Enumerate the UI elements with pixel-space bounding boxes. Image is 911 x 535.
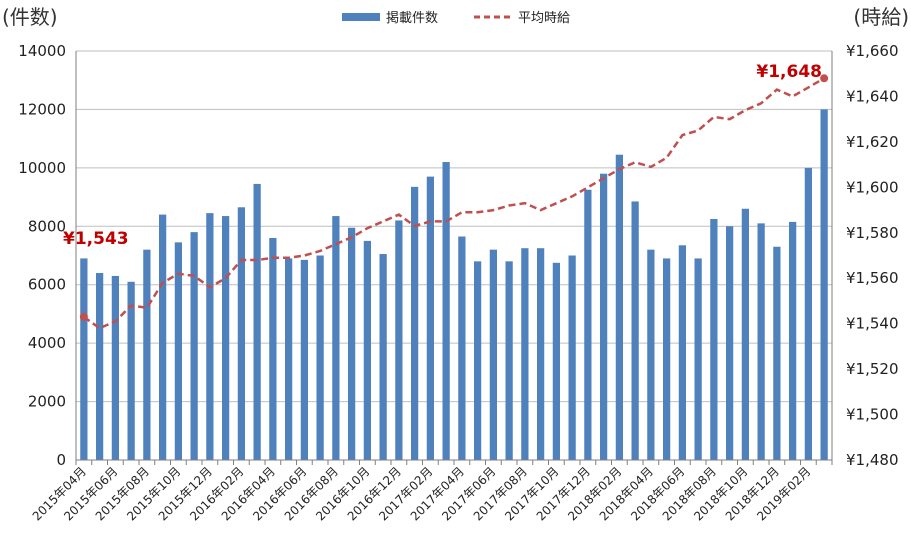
left-axis-unit: (件数) bbox=[2, 5, 58, 29]
bar bbox=[773, 246, 781, 460]
bar bbox=[615, 154, 623, 461]
bar bbox=[127, 281, 135, 460]
legend: 掲載件数 平均時給 bbox=[342, 10, 570, 26]
bar bbox=[379, 254, 387, 460]
bar bbox=[206, 213, 214, 460]
bar bbox=[521, 248, 529, 460]
left-tick-label: 12000 bbox=[18, 100, 66, 118]
left-tick-label: 6000 bbox=[28, 276, 66, 294]
bar bbox=[474, 261, 482, 460]
bar bbox=[442, 162, 450, 460]
bar bbox=[269, 237, 277, 460]
bar bbox=[804, 167, 812, 460]
bar bbox=[678, 245, 686, 460]
annotation-label-start: ¥1,543 bbox=[63, 229, 129, 249]
left-tick-label: 0 bbox=[56, 451, 66, 469]
bar bbox=[80, 258, 88, 460]
bar bbox=[710, 218, 718, 460]
bar bbox=[726, 226, 734, 460]
bar bbox=[237, 207, 245, 460]
bar bbox=[174, 242, 182, 460]
right-tick-label: ¥1,560 bbox=[846, 269, 899, 287]
bar bbox=[96, 273, 104, 460]
right-tick-label: ¥1,620 bbox=[846, 133, 899, 151]
bar bbox=[222, 216, 230, 460]
bar bbox=[505, 261, 513, 460]
bar bbox=[253, 183, 261, 461]
bar bbox=[395, 220, 403, 460]
bar bbox=[458, 236, 466, 460]
bar bbox=[663, 258, 671, 460]
legend-line-label: 平均時給 bbox=[518, 11, 570, 26]
left-tick-label: 8000 bbox=[28, 217, 66, 235]
right-tick-label: ¥1,600 bbox=[846, 178, 899, 196]
bar bbox=[111, 275, 119, 460]
left-tick-label: 14000 bbox=[18, 42, 66, 60]
bar bbox=[631, 201, 639, 461]
bar bbox=[411, 186, 419, 460]
bar bbox=[363, 240, 371, 460]
annotation-marker-start bbox=[79, 312, 88, 321]
right-tick-label: ¥1,660 bbox=[846, 42, 899, 60]
right-tick-label: ¥1,580 bbox=[846, 224, 899, 242]
bar bbox=[300, 259, 308, 460]
annotation-marker-end bbox=[820, 74, 829, 83]
bar bbox=[757, 223, 765, 460]
left-tick-label: 10000 bbox=[18, 159, 66, 177]
right-tick-label: ¥1,520 bbox=[846, 360, 899, 378]
bar bbox=[348, 227, 356, 460]
right-tick-label: ¥1,500 bbox=[846, 406, 899, 424]
legend-bar-swatch bbox=[342, 13, 380, 21]
right-tick-label: ¥1,540 bbox=[846, 315, 899, 333]
bar bbox=[426, 176, 434, 460]
bar bbox=[600, 173, 608, 460]
left-tick-label: 4000 bbox=[28, 334, 66, 352]
bar bbox=[285, 258, 293, 460]
right-axis-unit: (時給) bbox=[853, 5, 909, 29]
bar bbox=[552, 262, 560, 460]
bar bbox=[190, 232, 198, 460]
bar bbox=[332, 216, 340, 460]
right-tick-label: ¥1,480 bbox=[846, 451, 899, 469]
bar bbox=[584, 189, 592, 460]
average-wage-line bbox=[83, 77, 825, 330]
bar bbox=[789, 221, 797, 460]
legend-bar-label: 掲載件数 bbox=[386, 10, 438, 26]
bar bbox=[568, 255, 576, 460]
bar bbox=[537, 248, 545, 460]
bar bbox=[741, 208, 749, 460]
annotation-label-end: ¥1,648 bbox=[756, 62, 822, 82]
bar bbox=[489, 249, 497, 460]
bar bbox=[820, 109, 828, 460]
right-tick-label: ¥1,640 bbox=[846, 87, 899, 105]
bar bbox=[143, 249, 151, 460]
bar bbox=[159, 214, 167, 460]
bar bbox=[647, 249, 655, 460]
bar bbox=[694, 258, 702, 460]
left-tick-label: 2000 bbox=[28, 393, 66, 411]
bar bbox=[316, 255, 324, 460]
